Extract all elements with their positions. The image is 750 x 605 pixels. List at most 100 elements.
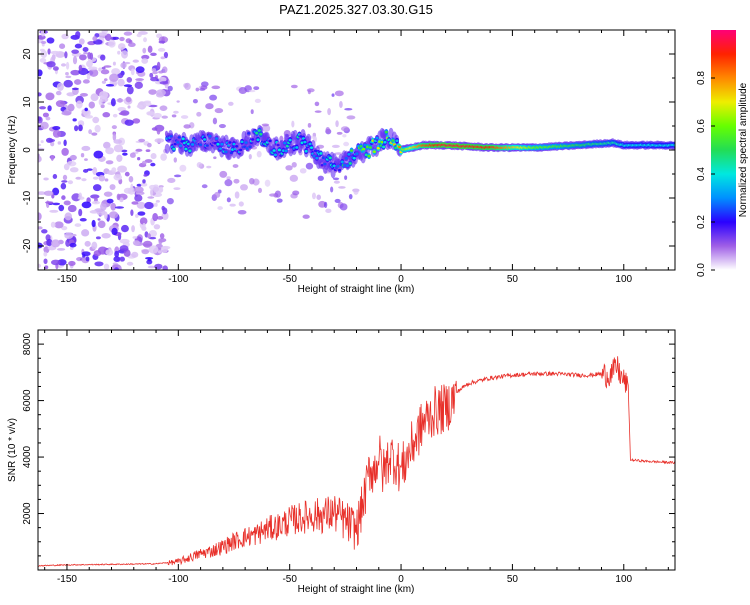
ridge-core <box>208 134 212 138</box>
noise-speckle <box>71 49 80 54</box>
noise-speckle <box>131 225 135 233</box>
noise-speckle <box>206 165 212 169</box>
noise-speckle <box>323 201 328 208</box>
noise-speckle <box>40 140 44 144</box>
noise-speckle <box>335 120 339 128</box>
noise-speckle <box>113 174 123 181</box>
ridge-core <box>362 147 366 151</box>
noise-speckle <box>116 154 123 162</box>
noise-speckle <box>40 30 45 37</box>
noise-speckle <box>84 107 88 112</box>
x-tick-label: 0 <box>398 574 404 585</box>
noise-speckle <box>95 236 101 240</box>
noise-speckle <box>78 124 83 132</box>
noise-speckle <box>132 118 141 124</box>
noise-speckle <box>343 141 350 147</box>
ridge-core <box>384 130 388 134</box>
noise-speckle <box>153 224 161 230</box>
noise-speckle <box>45 201 54 204</box>
noise-speckle <box>224 179 233 187</box>
y-tick-label: 4000 <box>22 445 33 468</box>
ridge-core <box>304 149 308 153</box>
noise-speckle <box>63 79 73 88</box>
noise-speckle <box>61 180 68 183</box>
x-tick-label: 50 <box>507 574 519 585</box>
noise-speckle <box>100 69 110 75</box>
colorbar-tick-label: 0.2 <box>696 215 707 229</box>
noise-speckle <box>137 211 146 216</box>
noise-speckle <box>157 47 166 52</box>
noise-speckle <box>134 81 143 89</box>
ridge-core <box>247 132 251 135</box>
noise-speckle <box>218 123 226 129</box>
ridge-core <box>244 141 248 144</box>
snr-y-axis: 2000 4000 6000 8000 <box>22 329 675 571</box>
colorbar-tick-label: 0.6 <box>696 119 707 133</box>
spectrogram-x-label: Height of straight line (km) <box>298 284 415 295</box>
noise-speckle <box>67 204 77 213</box>
noise-speckle <box>158 76 167 83</box>
noise-speckle <box>84 115 94 119</box>
noise-speckle <box>131 201 139 205</box>
ridge-core <box>216 142 220 146</box>
ridge-core <box>203 138 207 141</box>
ridge-core <box>382 145 386 149</box>
noise-speckle <box>103 263 110 270</box>
noise-speckle <box>54 221 64 229</box>
noise-speckle <box>238 87 247 95</box>
noise-speckle <box>84 240 91 247</box>
noise-speckle <box>102 201 108 204</box>
noise-speckle <box>144 201 154 210</box>
noise-speckle <box>64 212 72 221</box>
noise-speckle <box>50 221 56 228</box>
y-tick-label: -10 <box>22 190 33 205</box>
noise-speckle <box>62 174 68 181</box>
noise-speckle <box>38 191 46 196</box>
noise-speckle <box>69 154 77 161</box>
noise-speckle <box>269 193 277 197</box>
noise-speckle <box>68 260 76 266</box>
noise-speckle <box>162 66 168 74</box>
noise-speckle <box>159 81 169 85</box>
ridge-core <box>299 135 303 138</box>
noise-speckle <box>113 139 123 144</box>
noise-speckle <box>52 173 58 180</box>
noise-speckle <box>142 47 147 54</box>
noise-speckle <box>58 204 65 212</box>
noise-speckle <box>105 160 114 165</box>
ridge-core <box>224 150 228 154</box>
ridge-halo <box>164 143 170 154</box>
noise-speckle <box>92 166 98 175</box>
ridge-core <box>248 145 252 149</box>
noise-speckle <box>60 182 67 190</box>
ridge-core <box>181 137 185 141</box>
noise-speckle <box>237 209 247 215</box>
noise-speckle <box>113 144 124 153</box>
x-tick-label: 0 <box>398 274 404 285</box>
x-tick-label: -150 <box>57 574 77 585</box>
noise-speckle <box>348 194 353 200</box>
noise-speckle <box>69 242 77 248</box>
noise-speckle <box>159 233 165 239</box>
noise-speckle <box>261 124 271 133</box>
noise-speckle <box>52 202 61 206</box>
noise-speckle <box>102 112 111 118</box>
spectrogram-y-label: Frequency (Hz) <box>7 116 18 185</box>
noise-speckle <box>80 153 85 158</box>
noise-speckle <box>292 190 300 196</box>
noise-speckle <box>48 138 56 143</box>
ridge-core <box>205 144 209 147</box>
noise-speckle <box>41 229 48 234</box>
ridge-core <box>257 129 261 132</box>
noise-speckle <box>61 110 72 116</box>
noise-speckle <box>99 90 109 100</box>
ridge-core <box>394 146 398 150</box>
noise-speckle <box>50 259 61 266</box>
noise-speckle <box>135 78 145 81</box>
noise-speckle <box>154 124 165 132</box>
ridge-core <box>375 136 379 140</box>
noise-speckle <box>118 112 127 116</box>
noise-speckle <box>130 209 134 216</box>
noise-speckle <box>289 174 298 182</box>
ridge-core <box>235 145 239 148</box>
